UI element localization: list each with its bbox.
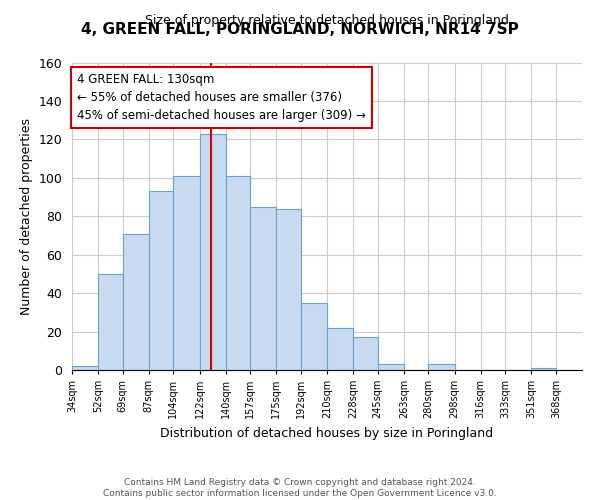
- Bar: [301, 302, 327, 370]
- Text: 4 GREEN FALL: 130sqm
← 55% of detached houses are smaller (376)
45% of semi-deta: 4 GREEN FALL: 130sqm ← 55% of detached h…: [77, 74, 366, 122]
- Bar: [428, 364, 455, 370]
- Y-axis label: Number of detached properties: Number of detached properties: [20, 118, 33, 315]
- Bar: [226, 176, 250, 370]
- Bar: [327, 328, 353, 370]
- Bar: [98, 274, 123, 370]
- Bar: [353, 338, 378, 370]
- Bar: [72, 366, 98, 370]
- X-axis label: Distribution of detached houses by size in Poringland: Distribution of detached houses by size …: [160, 426, 494, 440]
- Bar: [200, 134, 226, 370]
- Bar: [173, 176, 200, 370]
- Text: 4, GREEN FALL, PORINGLAND, NORWICH, NR14 7SP: 4, GREEN FALL, PORINGLAND, NORWICH, NR14…: [81, 22, 519, 38]
- Bar: [149, 192, 173, 370]
- Bar: [531, 368, 556, 370]
- Text: Contains HM Land Registry data © Crown copyright and database right 2024.
Contai: Contains HM Land Registry data © Crown c…: [103, 478, 497, 498]
- Bar: [276, 208, 301, 370]
- Bar: [250, 206, 276, 370]
- Title: Size of property relative to detached houses in Poringland: Size of property relative to detached ho…: [145, 14, 509, 26]
- Bar: [378, 364, 404, 370]
- Bar: [123, 234, 149, 370]
